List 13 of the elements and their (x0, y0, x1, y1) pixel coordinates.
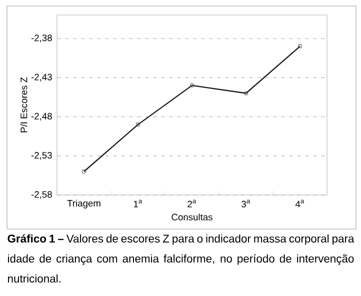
y-tick-label: -2,48 (31, 112, 52, 121)
y-tick-label: -2,43 (31, 74, 52, 82)
x-tick-label: 3$^{a}$ (242, 200, 250, 208)
y-tick-label: -2,58 (31, 191, 52, 199)
y-tick-label: -2,38 (31, 34, 52, 42)
text: Gráfico 1 – Valores de escores Z para o indicador massa corporal para idade de criança com anemia falciforme, no período de intervenção nutricional. (8, 234, 354, 283)
y-tick-label: -2,53 (31, 152, 52, 160)
x-tick-label: 2$^{a}$ (188, 200, 196, 208)
x-axis-title: Consultas (172, 214, 212, 220)
x-tick-label: 4$^{a}$ (295, 200, 304, 208)
x-tick-label: Triagem (67, 200, 100, 208)
x-tick-label: 1$^{a}$ (134, 200, 142, 208)
y-axis-title: P/I Escores Z (20, 77, 28, 132)
